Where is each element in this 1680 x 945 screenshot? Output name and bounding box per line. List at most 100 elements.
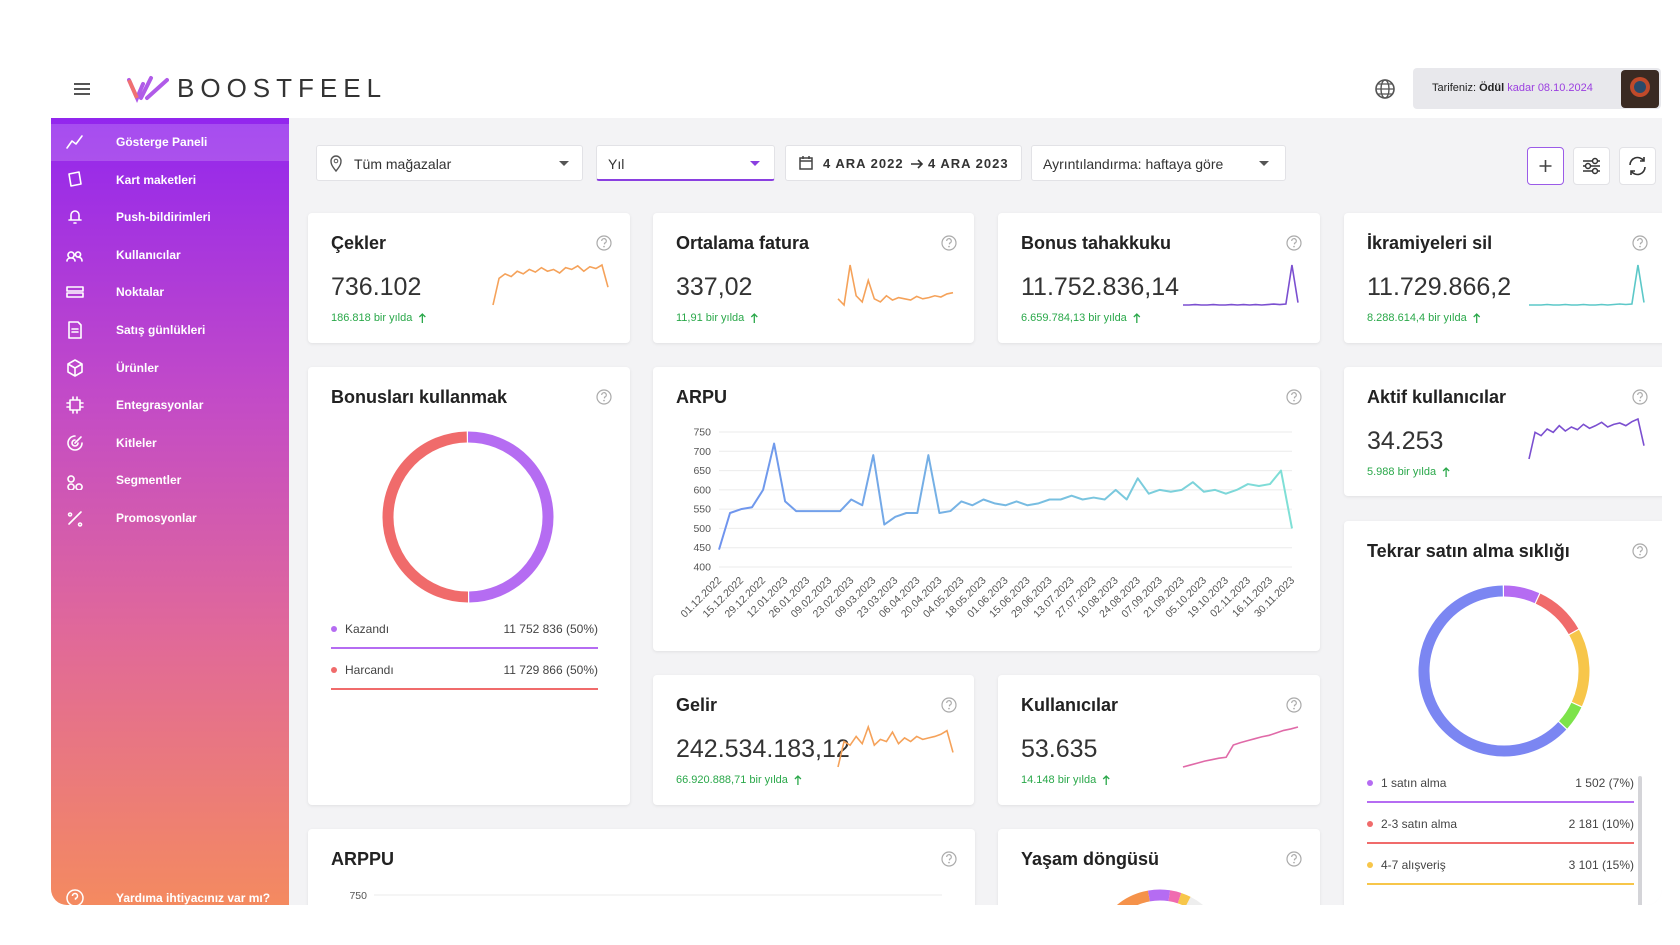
help-circle bbox=[941, 697, 957, 713]
help-button[interactable] bbox=[941, 851, 957, 867]
kpi-value: 337,02 bbox=[676, 273, 752, 301]
store-select[interactable]: Tüm mağazalar bbox=[316, 145, 583, 181]
sidebar-item[interactable]: Ürünler bbox=[51, 350, 289, 387]
delta-arrow bbox=[418, 313, 426, 323]
card-title: Kullanıcılar bbox=[1021, 695, 1118, 715]
kpi-card: Çekler 736.102 186.818 bir yılda bbox=[308, 213, 630, 343]
sidebar-item[interactable]: Entegrasyonlar bbox=[51, 387, 289, 424]
sidebar-item[interactable]: Segmentler bbox=[51, 462, 289, 499]
plan-box[interactable]: Tarifeniz: Ödül kadar 08.10.2024 bbox=[1413, 68, 1661, 109]
sidebar-item[interactable]: Satış günlükleri bbox=[51, 312, 289, 349]
plan-name: Ödül bbox=[1479, 82, 1505, 94]
plan-label: Tarifeniz: bbox=[1432, 82, 1477, 94]
help-mark bbox=[946, 700, 952, 707]
menu-button[interactable] bbox=[71, 78, 93, 100]
sidebar-label: Gösterge Paneli bbox=[116, 135, 208, 149]
icon-path bbox=[66, 286, 84, 299]
y-tick-label: 700 bbox=[693, 446, 711, 458]
help-button[interactable] bbox=[1286, 697, 1302, 713]
plan-text: Tarifeniz: Ödül kadar 08.10.2024 bbox=[1432, 82, 1593, 94]
help-circle bbox=[596, 389, 612, 405]
donut-card-canvas: Bonusları kullanmak Kazandı 11 752 836 (50… bbox=[331, 387, 612, 690]
help-button[interactable] bbox=[1286, 235, 1302, 251]
help-circle bbox=[1632, 389, 1648, 405]
help-mark bbox=[601, 238, 607, 245]
app-inner: BOOSTFEEL Tarifeniz: Ödül kadar 08.10.20… bbox=[51, 60, 1662, 905]
legend-name: Harcandı bbox=[345, 663, 394, 677]
avatar[interactable] bbox=[1621, 70, 1659, 108]
kpi-card-canvas: Bonus tahakkuku 11.752.836,14 6.659.784,13… bbox=[1021, 233, 1302, 324]
sidebar-item[interactable]: Kart maketleri bbox=[51, 162, 289, 199]
app-frame: BOOSTFEEL Tarifeniz: Ödül kadar 08.10.20… bbox=[51, 60, 1662, 905]
card-title: ARPU bbox=[676, 387, 727, 407]
help-mark bbox=[1291, 700, 1297, 707]
kpi-card: Aktif kullanıcılar 34.253 5.988 bir yılda bbox=[1344, 367, 1662, 496]
help-button[interactable] bbox=[1632, 389, 1648, 405]
icon-path bbox=[68, 210, 82, 224]
help-button[interactable] bbox=[1632, 235, 1648, 251]
sidebar-item[interactable]: Kitleler bbox=[51, 425, 289, 462]
settings-button[interactable] bbox=[1573, 147, 1610, 185]
refresh-button[interactable] bbox=[1619, 147, 1656, 185]
help-dot bbox=[1639, 553, 1641, 556]
period-select[interactable]: Yıl bbox=[596, 145, 775, 181]
donut-rest bbox=[1558, 702, 1582, 729]
lifecycle-slice bbox=[1186, 896, 1203, 905]
arppu-card: ARPPU 750 bbox=[308, 829, 975, 905]
help-button[interactable] bbox=[596, 235, 612, 251]
sidebar-item[interactable]: Kullanıcılar bbox=[51, 237, 289, 274]
icon-path bbox=[67, 511, 83, 527]
icon-path bbox=[68, 170, 82, 187]
kpi-delta: 66.920.888,71 bir yılda bbox=[676, 774, 789, 786]
kpi-delta: 6.659.784,13 bir yılda bbox=[1021, 312, 1128, 324]
sidebar bbox=[51, 118, 289, 905]
logo-text: BOOSTFEEL bbox=[177, 73, 388, 103]
help-button[interactable] bbox=[1632, 543, 1648, 559]
legend-dot bbox=[331, 626, 337, 632]
delta-arrow bbox=[1133, 313, 1141, 323]
sidebar-icon bbox=[67, 475, 83, 491]
icon-path bbox=[67, 475, 83, 491]
sidebar-item[interactable]: Noktalar bbox=[51, 274, 289, 311]
sidebar-help[interactable]: Yardıma ihtiyacınız var mı? bbox=[51, 880, 289, 905]
kpi-value: 736.102 bbox=[331, 273, 421, 301]
sidebar-item[interactable]: Promosyonlar bbox=[51, 500, 289, 537]
donut-slice bbox=[1503, 585, 1540, 604]
card-title: Aktif kullanıcılar bbox=[1367, 387, 1506, 407]
sparkline bbox=[492, 263, 609, 306]
legend-dot bbox=[1367, 821, 1373, 827]
help-circle bbox=[1632, 235, 1648, 251]
help-button[interactable] bbox=[941, 235, 957, 251]
sliders-icon bbox=[1583, 157, 1600, 175]
help-dot bbox=[603, 245, 605, 248]
lifecycle-slice bbox=[1168, 890, 1182, 904]
sparkline bbox=[837, 264, 954, 307]
detail-select[interactable]: Ayrıntılandırma: haftaya göre bbox=[1031, 145, 1286, 181]
help-button[interactable] bbox=[1286, 389, 1302, 405]
legend-name: Kazandı bbox=[345, 622, 389, 636]
sidebar-item[interactable]: Push-bildirimleri bbox=[51, 199, 289, 236]
add-button[interactable] bbox=[1527, 147, 1564, 185]
icon-circle bbox=[66, 889, 84, 905]
help-circle bbox=[596, 235, 612, 251]
caret bbox=[1259, 161, 1269, 166]
help-button[interactable] bbox=[1286, 851, 1302, 867]
help-button[interactable] bbox=[596, 389, 612, 405]
kpi-card-canvas: Aktif kullanıcılar 34.253 5.988 bir yılda bbox=[1367, 387, 1648, 478]
legend-dot bbox=[1367, 780, 1373, 786]
y-tick-label: 500 bbox=[693, 523, 711, 535]
language-button[interactable] bbox=[1373, 77, 1397, 101]
sidebar-item[interactable]: Gösterge Paneli bbox=[51, 124, 289, 161]
card-title: Bonusları kullanmak bbox=[331, 387, 508, 407]
caret bbox=[750, 161, 760, 166]
help-button[interactable] bbox=[941, 697, 957, 713]
card-title: Çekler bbox=[331, 233, 386, 253]
help-icon bbox=[66, 889, 84, 905]
legend-value: 1 502 (7%) bbox=[1575, 776, 1634, 790]
help-mark bbox=[601, 392, 607, 399]
date-range[interactable]: 4 ARA 2022 4 ARA 2023 bbox=[785, 145, 1022, 181]
help-circle bbox=[1286, 235, 1302, 251]
card-title: İkramiyeleri sil bbox=[1367, 233, 1492, 253]
delta-arrow bbox=[1102, 775, 1110, 785]
sparkline bbox=[1182, 726, 1299, 768]
